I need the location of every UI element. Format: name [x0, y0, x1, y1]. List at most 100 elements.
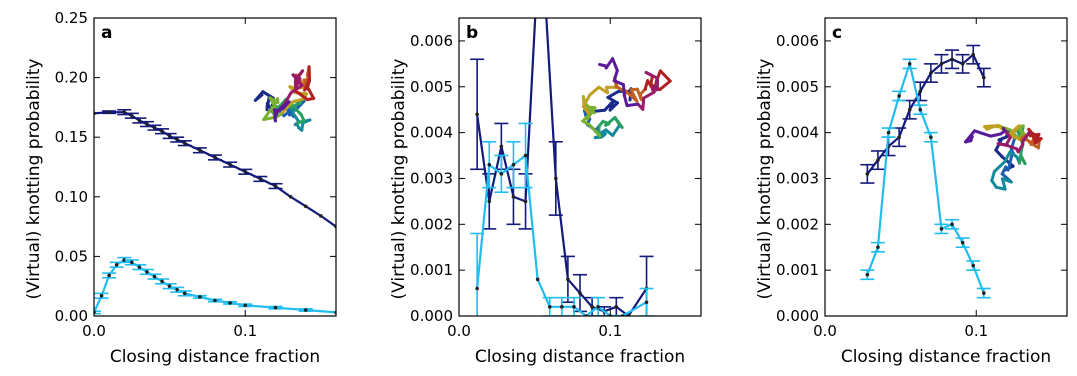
- y-tick-label: 0.15: [55, 128, 88, 146]
- data-point: [213, 298, 217, 303]
- axes-frame: [824, 17, 1068, 317]
- polymer-conformation-inset: [253, 65, 316, 132]
- series-group: [860, 44, 991, 299]
- chain-segment: [262, 106, 274, 121]
- x-tick-label: 0.0: [82, 322, 106, 340]
- chain-segment: [990, 170, 996, 183]
- y-tick-label: 0.000: [410, 307, 453, 325]
- data-point: [475, 286, 479, 291]
- data-point: [319, 214, 323, 218]
- data-point: [918, 107, 923, 112]
- data-point: [950, 57, 954, 62]
- chain-segment: [621, 83, 626, 97]
- data-point: [876, 158, 880, 162]
- data-point: [160, 279, 164, 284]
- data-point: [918, 89, 923, 94]
- chain-segment: [1019, 153, 1027, 166]
- chain-segment: [622, 93, 629, 108]
- data-point: [487, 162, 492, 167]
- chain-segment: [289, 84, 304, 95]
- chain-segment: [290, 97, 306, 104]
- x-axis-label: Closing distance fraction: [475, 347, 685, 367]
- data-point: [303, 204, 308, 209]
- y-tick-label: 0.00: [55, 307, 88, 325]
- y-tick-label: 0.10: [55, 188, 88, 206]
- data-point: [273, 184, 278, 188]
- y-tick-label: 0.004: [776, 124, 819, 142]
- chain-segment: [613, 116, 624, 129]
- data-point: [99, 293, 104, 298]
- chain-segment: [268, 96, 277, 108]
- y-tick-label: 0.005: [776, 78, 819, 96]
- chain-segment: [294, 89, 309, 102]
- y-tick-label: 0.004: [410, 124, 453, 142]
- data-point: [107, 110, 111, 114]
- chain-segment: [611, 123, 622, 137]
- chart-panel-c: 0.000 0.001 0.002 0.003 0.004 0.005 0.006 0.0 0.…: [755, 17, 1068, 367]
- series-line-dark_series: [476, 18, 648, 316]
- chain-segment: [585, 106, 597, 121]
- chain-segment: [598, 63, 608, 68]
- chain-segment: [306, 85, 316, 100]
- data-point: [929, 71, 933, 75]
- data-point: [182, 291, 187, 296]
- y-tick-label: 0.006: [410, 32, 453, 50]
- chain-segment: [969, 135, 974, 143]
- data-point: [614, 305, 619, 309]
- data-point: [475, 112, 479, 117]
- chain-segment: [629, 88, 639, 103]
- chain-segment: [977, 130, 992, 138]
- data-point: [152, 274, 157, 279]
- data-point: [578, 291, 582, 295]
- y-tick-label: 0.20: [55, 69, 88, 87]
- chain-segment: [606, 89, 621, 99]
- data-point: [929, 135, 933, 139]
- chain-segment: [1007, 154, 1014, 169]
- chain-segment: [273, 108, 277, 123]
- panel-letter: b: [466, 23, 478, 43]
- data-point: [130, 113, 134, 118]
- y-tick-label: 0.005: [410, 78, 453, 96]
- chain-segment: [289, 101, 302, 109]
- data-point: [572, 305, 576, 309]
- x-tick-label: 0.1: [233, 322, 257, 340]
- data-point: [897, 135, 901, 139]
- data-point: [145, 270, 149, 274]
- polymer-conformation-inset: [964, 124, 1043, 191]
- chain-segment: [642, 90, 656, 100]
- chain-segment: [612, 79, 625, 87]
- data-point: [228, 301, 232, 305]
- data-point: [907, 107, 912, 112]
- chain-segment: [1009, 134, 1024, 142]
- y-axis-label: (Virtual) knotting probability: [389, 59, 409, 300]
- chain-segment: [280, 100, 294, 115]
- y-tick-label: 0.002: [410, 215, 453, 233]
- chain-segment: [612, 68, 619, 83]
- y-axis-label: (Virtual) knotting probability: [24, 59, 44, 300]
- chain-segment: [625, 102, 640, 108]
- chain-segment: [1009, 124, 1021, 138]
- series-line-light_series: [476, 154, 648, 316]
- panel-letter: a: [101, 23, 112, 43]
- chain-segment: [283, 91, 293, 106]
- x-axis-label: Closing distance fraction: [841, 347, 1051, 367]
- data-point: [982, 291, 986, 295]
- chart-panel-b: 0.000 0.001 0.002 0.003 0.004 0.005 0.006 0.0 0.…: [389, 17, 702, 367]
- data-point: [596, 305, 600, 309]
- x-axis-label: Closing distance fraction: [110, 347, 320, 367]
- data-point: [865, 172, 870, 176]
- x-tick-label: 0.0: [813, 322, 837, 340]
- data-point: [213, 155, 217, 160]
- data-point: [644, 300, 649, 305]
- chain-segment: [1000, 155, 1015, 168]
- series-line-light_series: [866, 62, 985, 294]
- chain-segment: [1000, 177, 1007, 191]
- data-point: [971, 52, 976, 57]
- data-point: [950, 222, 954, 227]
- chain-segment: [591, 108, 607, 113]
- data-point: [198, 295, 202, 299]
- data-point: [182, 141, 187, 145]
- axes-frame: [458, 17, 702, 317]
- chain-segment: [658, 69, 672, 83]
- y-tick-label: 0.05: [55, 247, 88, 265]
